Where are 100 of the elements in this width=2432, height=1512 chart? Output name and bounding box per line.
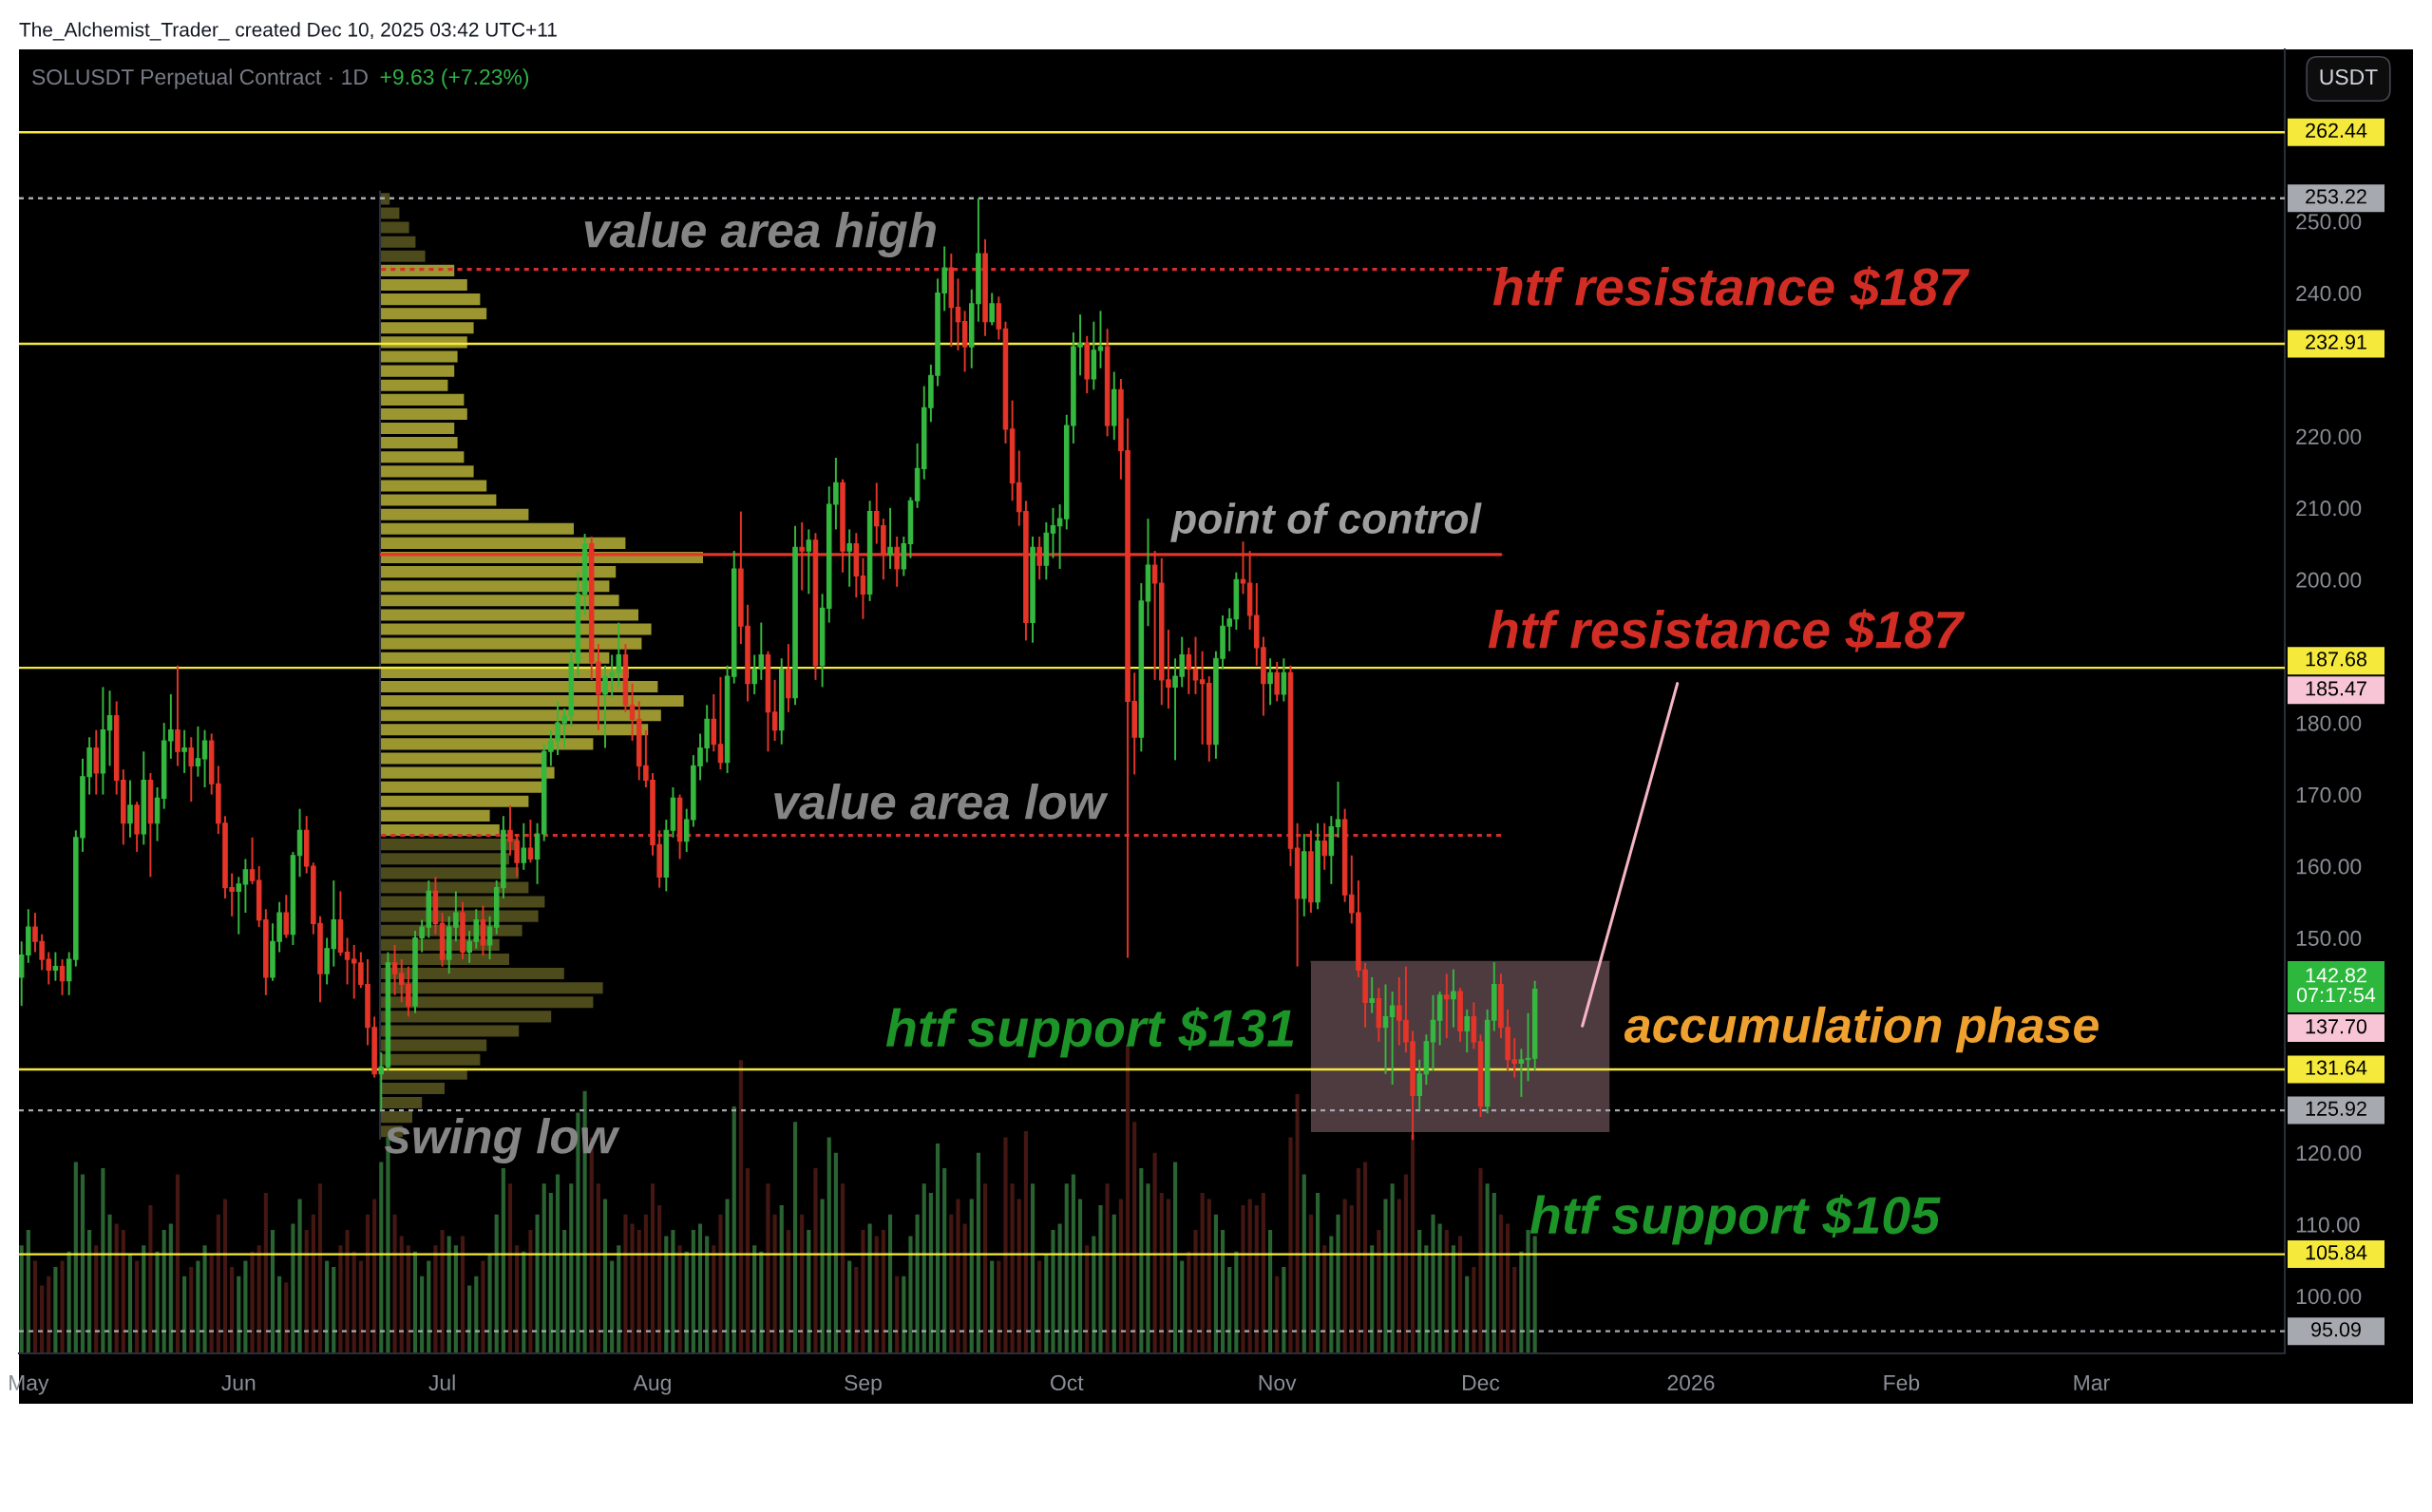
bar — [792, 1122, 798, 1353]
bar — [1085, 1245, 1090, 1353]
bar — [392, 1214, 397, 1353]
candlestick — [521, 822, 527, 871]
bar — [1166, 1199, 1170, 1353]
bar — [861, 1230, 865, 1353]
candlestick — [989, 292, 995, 327]
bar — [1356, 1168, 1360, 1353]
bar — [440, 1230, 445, 1353]
candlestick — [127, 779, 133, 839]
bar — [494, 1214, 499, 1353]
candlestick — [771, 678, 778, 742]
candlestick — [1444, 973, 1450, 1040]
bar — [1342, 1199, 1347, 1353]
bar — [840, 1183, 846, 1353]
bar — [1526, 1230, 1530, 1353]
candlestick — [1050, 506, 1056, 559]
bar — [772, 1214, 777, 1353]
bar — [1139, 1168, 1144, 1353]
bar — [1403, 1174, 1408, 1353]
bar — [66, 1251, 71, 1353]
candlestick — [1056, 503, 1063, 570]
bar — [636, 1230, 641, 1353]
bar — [949, 1214, 954, 1353]
y-tick-label: 210.00 — [2296, 501, 2362, 517]
bar — [548, 1193, 553, 1353]
bar — [1077, 1199, 1083, 1353]
bar — [256, 1245, 261, 1353]
bar — [1247, 1199, 1252, 1353]
bar — [1267, 1230, 1273, 1353]
ref-line-label: 232.91 — [2306, 334, 2366, 350]
text: 142.82 07:17:54 — [2296, 968, 2376, 1003]
bar — [1383, 1199, 1388, 1353]
candlestick — [378, 1051, 385, 1112]
bar — [1132, 1122, 1137, 1353]
bar — [718, 1214, 723, 1353]
candlestick — [1097, 310, 1104, 369]
bar — [1316, 1193, 1320, 1353]
bar — [610, 1260, 615, 1353]
bar — [617, 1245, 621, 1353]
bar — [26, 1230, 30, 1353]
candlestick — [1274, 661, 1280, 703]
bar — [1241, 1205, 1245, 1353]
bar — [867, 1223, 872, 1353]
bar — [515, 1245, 520, 1353]
bar — [380, 308, 487, 320]
bar — [453, 1245, 458, 1353]
x-tick-label: Sep — [845, 1374, 882, 1395]
bar — [1396, 1199, 1401, 1353]
bar — [107, 1214, 112, 1353]
bar — [915, 1214, 920, 1353]
bar — [380, 652, 610, 664]
bar — [332, 1267, 336, 1353]
bar — [602, 1199, 608, 1353]
bar — [1519, 1251, 1524, 1353]
bar — [230, 1267, 235, 1353]
bar — [820, 1199, 825, 1353]
bar — [766, 1183, 770, 1353]
bar — [380, 207, 400, 219]
bar — [1220, 1230, 1226, 1353]
candlestick — [1281, 657, 1287, 703]
bar — [1098, 1205, 1103, 1353]
x-tick-label: Jul — [428, 1374, 455, 1391]
bar — [222, 1199, 228, 1353]
ref-line-label: 131.64 — [2306, 1060, 2367, 1075]
bar — [379, 1162, 384, 1353]
bar — [142, 1245, 146, 1353]
bar — [725, 1199, 730, 1353]
ref-line-label: 253.22 — [2306, 189, 2366, 204]
ref-line-label: 95.09 — [2311, 1322, 2361, 1337]
bar — [380, 580, 610, 593]
bar — [1275, 1276, 1280, 1353]
bar — [380, 1011, 552, 1023]
bar — [380, 278, 467, 292]
bar — [1485, 1183, 1490, 1353]
bar — [1417, 1230, 1422, 1353]
bar — [684, 1251, 689, 1353]
bar — [427, 1260, 431, 1353]
candlestick — [629, 682, 636, 742]
y-axis-title: USDT — [2320, 68, 2378, 85]
bar — [291, 1223, 295, 1353]
annotation: value area high — [584, 212, 936, 257]
candlestick — [806, 528, 812, 595]
bar — [752, 1245, 757, 1353]
bar — [304, 1230, 309, 1353]
bar — [263, 1193, 268, 1353]
bar — [380, 1039, 487, 1051]
bar — [902, 1276, 906, 1353]
bar — [650, 1183, 656, 1353]
bar — [1506, 1223, 1510, 1353]
bar — [380, 867, 520, 879]
candlestick — [1186, 646, 1192, 695]
bar — [1498, 1214, 1504, 1353]
bar — [250, 1251, 255, 1353]
annotation: accumulation phase — [1624, 1006, 2099, 1053]
bar — [962, 1223, 967, 1353]
x-tick-label: Dec — [1463, 1375, 1500, 1391]
bar — [380, 609, 638, 621]
bar — [1044, 1255, 1049, 1353]
bar — [807, 1230, 811, 1353]
